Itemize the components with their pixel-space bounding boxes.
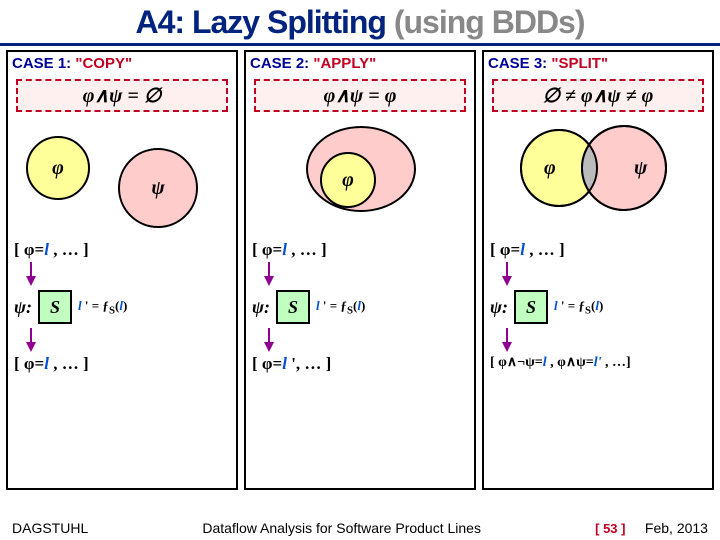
case3-header: CASE 3: "SPLIT" <box>484 52 712 75</box>
arrowhead-icon <box>264 342 274 352</box>
case-split: CASE 3: "SPLIT" ∅ ≠ φ∧ψ ≠ φ φ ψ [ φ=l , … <box>482 50 714 490</box>
arrowhead-icon <box>502 276 512 286</box>
arrowhead-icon <box>26 276 36 286</box>
case1-header: CASE 1: "COPY" <box>8 52 236 75</box>
case2-venn: ψ φ <box>246 118 474 238</box>
case3-post: [ φ∧¬ψ=l , φ∧ψ=l' , …] <box>484 352 712 373</box>
case3-formula: ∅ ≠ φ∧ψ ≠ φ <box>492 79 704 112</box>
arrow-icon <box>506 262 508 276</box>
case2-header: CASE 2: "APPLY" <box>246 52 474 75</box>
footer-left: DAGSTUHL <box>12 520 88 536</box>
case2-trans: ψ: S l ' = ƒS(l) <box>252 290 468 324</box>
s-box: S <box>514 290 548 324</box>
case3-venn: φ ψ <box>484 118 712 238</box>
case3-eq: l ' = ƒS(l) <box>554 298 603 317</box>
footer-date: Feb, 2013 <box>645 520 708 536</box>
page-number: [ 53 ] <box>595 521 625 536</box>
case1-eq: l ' = ƒS(l) <box>78 298 127 317</box>
phi-circle: φ <box>26 136 90 200</box>
arrow-icon <box>30 328 32 342</box>
case1-venn: φ ψ <box>8 118 236 238</box>
title-paren: (using BDDs) <box>394 4 585 40</box>
arrowhead-icon <box>26 342 36 352</box>
case1-formula: φ∧ψ = ∅ <box>16 79 228 112</box>
footer-mid: Dataflow Analysis for Software Product L… <box>202 520 481 536</box>
cases-row: CASE 1: "COPY" φ∧ψ = ∅ φ ψ [ φ=l , … ] ψ… <box>0 46 720 494</box>
svg-text:φ: φ <box>544 157 556 179</box>
svg-text:ψ: ψ <box>634 157 648 179</box>
arrow-icon <box>30 262 32 276</box>
case1-pre: [ φ=l , … ] <box>8 238 236 262</box>
page-title: A4: Lazy Splitting (using BDDs) <box>0 0 720 46</box>
case2-pre: [ φ=l , … ] <box>246 238 474 262</box>
case-copy: CASE 1: "COPY" φ∧ψ = ∅ φ ψ [ φ=l , … ] ψ… <box>6 50 238 490</box>
case2-post: [ φ=l ', … ] <box>246 352 474 376</box>
case2-formula: φ∧ψ = φ <box>254 79 466 112</box>
title-main: A4: Lazy Splitting <box>136 4 386 40</box>
psi-circle: ψ <box>118 148 198 228</box>
s-box: S <box>276 290 310 324</box>
arrowhead-icon <box>264 276 274 286</box>
s-box: S <box>38 290 72 324</box>
overlap-svg: φ ψ <box>484 118 714 238</box>
case-apply: CASE 2: "APPLY" φ∧ψ = φ ψ φ [ φ=l , … ] … <box>244 50 476 490</box>
case2-eq: l ' = ƒS(l) <box>316 298 365 317</box>
arrow-icon <box>268 262 270 276</box>
arrowhead-icon <box>502 342 512 352</box>
case3-trans: ψ: S l ' = ƒS(l) <box>490 290 706 324</box>
case1-post: [ φ=l , … ] <box>8 352 236 376</box>
case1-trans: ψ: S l ' = ƒS(l) <box>14 290 230 324</box>
arrow-icon <box>506 328 508 342</box>
phi-circle: φ <box>320 152 376 208</box>
footer: DAGSTUHL Dataflow Analysis for Software … <box>0 520 720 536</box>
arrow-icon <box>268 328 270 342</box>
case3-pre: [ φ=l , … ] <box>484 238 712 262</box>
